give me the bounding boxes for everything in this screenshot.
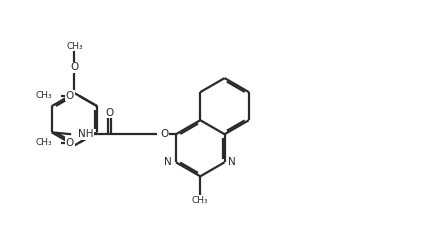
Text: O: O bbox=[70, 62, 78, 72]
Text: O: O bbox=[106, 108, 114, 118]
Text: NH: NH bbox=[78, 129, 93, 139]
Text: CH₃: CH₃ bbox=[192, 196, 208, 205]
Text: N: N bbox=[228, 157, 236, 167]
Text: N: N bbox=[165, 157, 172, 167]
Text: CH₃: CH₃ bbox=[66, 42, 83, 51]
Text: CH₃: CH₃ bbox=[36, 91, 52, 100]
Text: O: O bbox=[66, 138, 74, 148]
Text: O: O bbox=[66, 91, 74, 101]
Text: O: O bbox=[160, 129, 168, 139]
Text: CH₃: CH₃ bbox=[36, 138, 52, 147]
